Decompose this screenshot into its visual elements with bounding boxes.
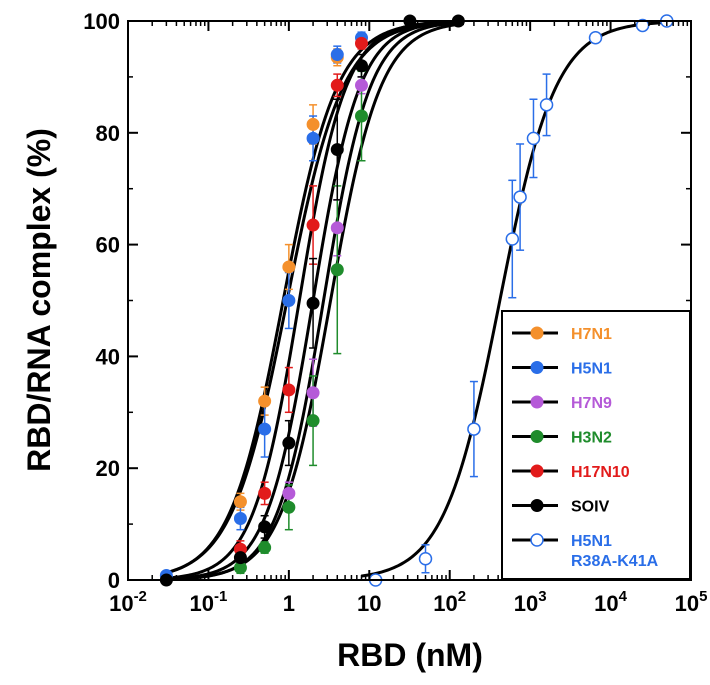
point-h5n1-r38a-k41a-6 <box>539 98 554 112</box>
point-h7n1-2 <box>282 260 296 274</box>
point-h7n9-2 <box>330 221 344 235</box>
point-h7n9-0 <box>282 486 296 500</box>
x-axis-title: RBD (nM) <box>337 637 483 673</box>
x-tick-label: 103 <box>514 588 547 616</box>
y-axis-ticks: 0 20 40 60 80 100 <box>83 9 691 593</box>
legend-marker-h3n2 <box>530 430 544 443</box>
legend-label-soiv: SOIV <box>571 499 610 516</box>
point-h7n1-0 <box>233 495 247 509</box>
point-h7n1-1 <box>258 394 272 408</box>
point-soiv-4 <box>306 296 320 310</box>
data-points <box>159 14 674 587</box>
legend-marker-h17n10 <box>530 464 544 478</box>
y-tick-label: 40 <box>96 344 120 369</box>
legend-marker-soiv <box>530 499 544 512</box>
y-tick-label: 60 <box>96 233 120 258</box>
point-h3n2-4 <box>330 263 344 277</box>
x-tick-label: 104 <box>594 588 627 616</box>
x-tick-label: 10-1 <box>190 588 228 616</box>
fit-curve-h5n1-r38a-k41a <box>361 20 674 578</box>
point-h5n1-r38a-k41a-4 <box>513 190 527 204</box>
point-h5n1-4 <box>306 131 320 145</box>
x-tick-label: 105 <box>675 588 708 616</box>
point-soiv-3 <box>282 436 296 450</box>
point-h17n10-3 <box>306 218 320 232</box>
legend-marker-h7n9 <box>530 395 544 409</box>
point-h7n9-3 <box>354 78 368 92</box>
y-tick-label: 20 <box>96 456 120 481</box>
point-h17n10-4 <box>330 78 344 92</box>
point-h17n10-2 <box>282 383 296 397</box>
x-tick-label: 10 <box>357 591 381 616</box>
point-soiv-1 <box>233 551 247 565</box>
fit-curve-h3n2 <box>166 22 465 581</box>
x-tick-label: 10-2 <box>109 588 147 616</box>
point-h3n2-2 <box>282 500 296 514</box>
legend-marker-h5n1-r38a-k41a <box>530 533 544 547</box>
point-h5n1-2 <box>258 422 272 436</box>
point-h17n10-5 <box>354 36 368 50</box>
point-soiv-5 <box>330 143 344 157</box>
fit-curves <box>165 19 674 581</box>
point-h5n1-r38a-k41a-3 <box>505 232 520 246</box>
point-h3n2-5 <box>354 109 368 123</box>
x-tick-label: 102 <box>433 588 466 616</box>
point-h3n2-1 <box>258 541 272 555</box>
y-tick-label: 0 <box>108 568 120 593</box>
x-axis-ticks: 10-2 10-1 1 10 102 103 104 105 <box>109 21 707 616</box>
y-tick-label: 80 <box>96 121 120 146</box>
point-h7n9-1 <box>306 386 320 400</box>
legend-label-h7n1: H7N1 <box>571 326 612 343</box>
point-h5n1-3 <box>282 294 296 307</box>
x-tick-label: 1 <box>283 591 295 616</box>
y-axis-title: RBD/RNA complex (%) <box>21 128 57 472</box>
point-h5n1-r38a-k41a-1 <box>418 552 433 566</box>
legend-marker-h7n1 <box>530 326 544 340</box>
legend-label-h5n1: H5N1 <box>571 361 612 378</box>
legend-label-h3n2: H3N2 <box>571 430 612 447</box>
point-h17n10-1 <box>258 486 272 500</box>
legend-label-h7n9: H7N9 <box>571 395 612 412</box>
legend-label-h17n10: H17N10 <box>571 464 630 481</box>
legend-label-h5n1-r38a-k41a: H5N1 <box>571 533 612 550</box>
legend-label-h5n1-r38a-k41a: R38A-K41A <box>571 553 659 570</box>
point-h5n1-5 <box>330 48 344 62</box>
point-h7n1-3 <box>306 117 320 131</box>
point-h3n2-3 <box>306 414 320 428</box>
y-tick-label: 100 <box>83 9 120 34</box>
point-h5n1-r38a-k41a-2 <box>467 422 481 436</box>
legend: H7N1 H5N1 H7N9 H3N2 H17N10 SOIV H5N1 R38A-K41A <box>501 310 691 580</box>
point-h5n1-r38a-k41a-7 <box>588 31 603 45</box>
point-soiv-2 <box>258 520 272 534</box>
point-soiv-6 <box>354 59 368 73</box>
point-h5n1-1 <box>233 512 247 526</box>
legend-marker-h5n1 <box>530 361 544 374</box>
fit-curve-soiv <box>166 20 464 581</box>
point-h5n1-r38a-k41a-5 <box>526 131 541 146</box>
